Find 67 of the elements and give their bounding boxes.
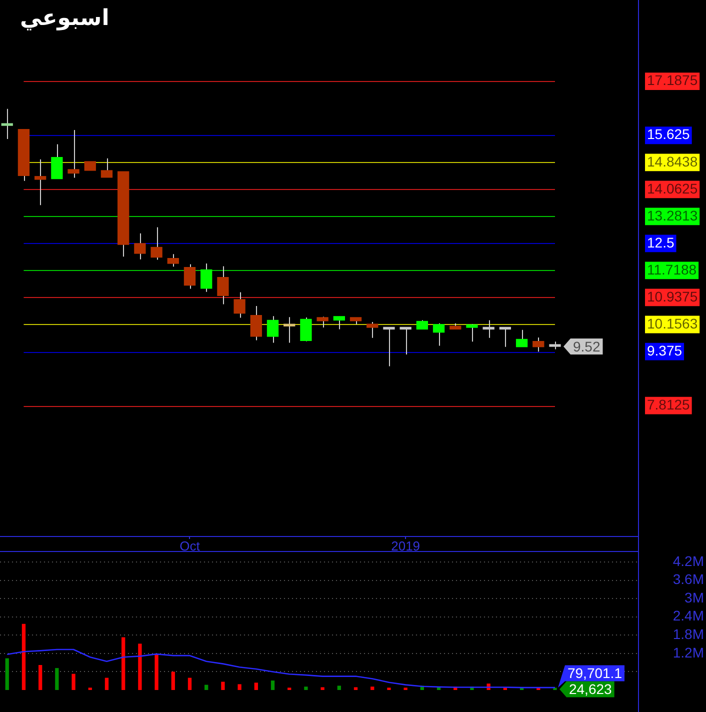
y-tick-label: 3M [684,589,704,606]
candlestick [100,158,113,178]
y-tick-label: 10.9375 [647,288,698,304]
annotation: 24,623 [568,681,612,698]
candlestick [234,292,246,318]
bar [38,664,42,690]
bar [354,687,358,690]
y-tick-label: 17.1875 [647,72,698,88]
bar [370,686,374,690]
bar [304,686,308,690]
bar [270,680,275,690]
candlestick [532,337,544,352]
y-tick-label: 10.1563 [647,315,698,332]
candlestick [150,226,162,260]
annotation: 79,701.1 [567,665,622,682]
bar [5,658,9,690]
x-tick-label: 2019 [391,538,420,554]
candlestick [333,316,345,330]
y-tick-label: 3.6M [672,571,704,588]
chart-title: اسبوعي [20,6,110,31]
candlestick [217,266,229,305]
candlestick [184,264,196,290]
y-tick-label: 2.4M [672,608,704,624]
candlestick [300,316,312,342]
bar [337,686,341,690]
candlestick [466,324,478,342]
candlestick [250,306,262,341]
y-tick-label: 14.0625 [647,180,698,196]
bar [122,637,126,690]
bar [22,624,26,690]
bar [72,674,76,690]
candlestick [134,232,146,260]
bar [221,682,225,690]
y-tick-label: 7.8125 [647,396,690,412]
bar [55,668,59,690]
candlestick [167,254,179,268]
candlestick [482,320,494,338]
y-tick-label: 13.2813 [647,207,698,224]
annotation: 9.52 [572,338,600,354]
candlestick [284,316,296,344]
y-tick-label: 1.2M [672,644,704,660]
y-tick-label: 14.8438 [647,153,698,170]
bar [254,682,258,690]
y-tick-label: 9.375 [647,342,682,358]
y-tick-label: 1.8M [672,626,704,642]
candlestick [366,321,378,338]
y-tick-label: 4.2M [672,552,704,569]
bar [154,654,158,690]
candlestick [499,326,512,348]
bar [320,687,324,690]
candlestick [1,108,13,140]
candlestick [266,316,279,344]
candlestick [68,130,80,178]
candlestick [516,329,528,348]
bar [138,644,142,690]
bar [188,678,192,690]
candlestick [34,158,46,206]
y-tick-label: 15.625 [647,126,690,142]
bar [204,684,208,690]
candlestick [51,144,63,180]
bar [171,672,175,690]
bar [238,684,242,690]
candlestick [432,322,445,346]
x-tick-label: Oct [180,538,200,554]
y-tick-label: 12.5 [647,234,674,250]
bar [104,678,109,690]
y-tick-label: 11.7188 [647,261,697,278]
